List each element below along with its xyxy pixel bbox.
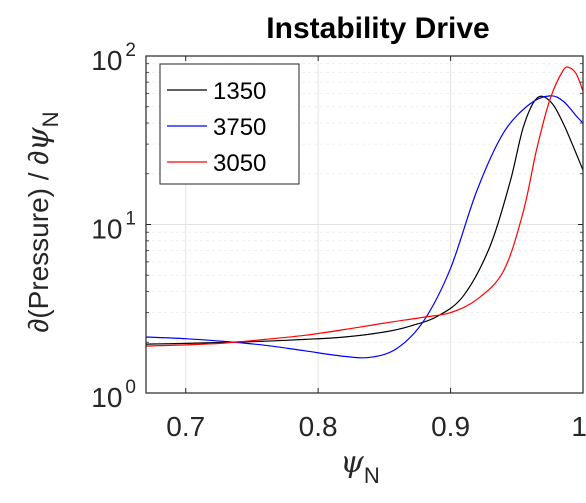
chart-title: Instability Drive — [266, 12, 489, 45]
y-tick-label-base: 10 — [91, 382, 122, 413]
series-lines — [145, 66, 584, 359]
legend-label-3050: 3050 — [213, 150, 266, 177]
series-line-3750 — [145, 95, 584, 359]
x-tick-label: 0.9 — [431, 411, 470, 442]
y-tick-label-base: 10 — [91, 214, 122, 245]
x-axis-label-symbol: ψ — [340, 445, 364, 480]
y-axis-label-subscript: N — [38, 111, 63, 127]
legend-box — [159, 63, 300, 185]
y-tick-label-exponent: 2 — [125, 40, 136, 61]
x-axis-label-subscript: N — [364, 463, 380, 488]
y-tick-label: 10 1 — [91, 209, 136, 245]
x-tick-labels: 0.7 0.8 0.9 1 — [166, 411, 586, 442]
x-tick-label: 1 — [571, 411, 586, 442]
legend-items: 1350 3750 3050 — [167, 78, 266, 177]
x-tick-label: 0.8 — [299, 411, 338, 442]
y-tick-label: 10 0 — [91, 377, 136, 413]
axis-ticks — [146, 55, 584, 394]
y-axis-label: ∂(Pressure) / ∂ψN — [21, 111, 63, 332]
legend-label-1350: 1350 — [213, 78, 266, 105]
y-tick-label: 10 2 — [91, 40, 136, 76]
y-tick-label-exponent: 1 — [125, 209, 136, 230]
x-axis-label: ψN — [340, 445, 379, 488]
y-tick-label-base: 10 — [91, 45, 122, 76]
legend: 1350 3750 3050 — [159, 63, 300, 185]
y-tick-label-exponent: 0 — [125, 377, 136, 398]
y-axis-label-symbol: ψ — [21, 127, 56, 151]
y-axis-label-prefix: ∂(Pressure) / ∂ — [23, 151, 54, 333]
legend-label-3750: 3750 — [213, 114, 266, 141]
series-line-1350 — [145, 95, 584, 345]
x-tick-label: 0.7 — [166, 411, 205, 442]
series-line-3050 — [145, 66, 584, 347]
